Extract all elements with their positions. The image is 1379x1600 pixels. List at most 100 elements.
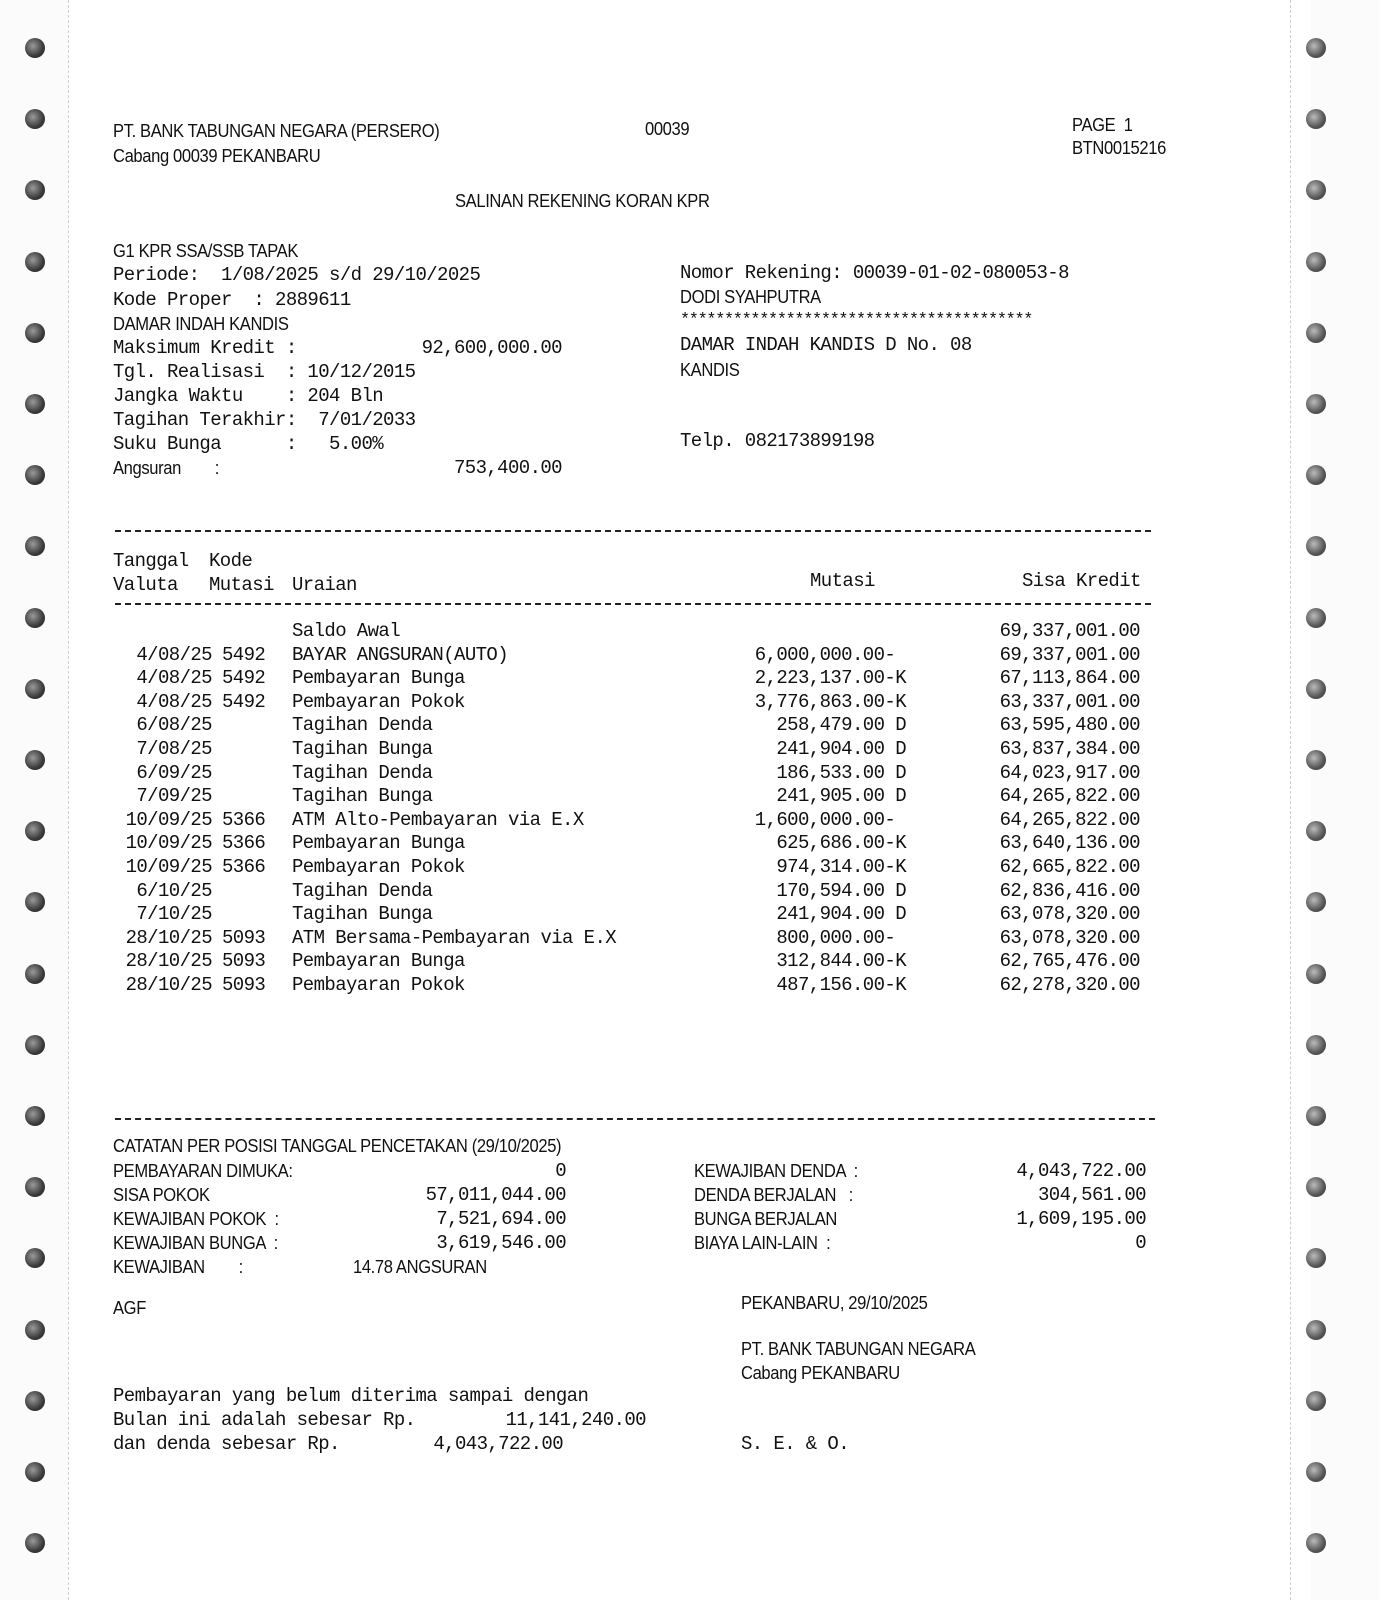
note-line-2-label: Bulan ini adalah sebesar Rp.: [113, 1409, 416, 1431]
jangka-waktu: Jangka Waktu : 204 Bln: [113, 385, 384, 407]
cell-date: 28/10/25: [125, 974, 213, 996]
biaya-lain-value: 0: [1135, 1232, 1146, 1254]
col-mutasi: Mutasi: [810, 570, 875, 592]
sprocket-hole-icon: [1306, 1106, 1326, 1126]
customer-name: DODI SYAHPUTRA: [680, 287, 821, 307]
cell-uraian: Pembayaran Bunga: [292, 667, 465, 690]
sprocket-hole-icon: [1306, 1462, 1326, 1482]
cell-mutasi: 3,776,863.00-K: [754, 690, 907, 713]
bank-name: PT. BANK TABUNGAN NEGARA (PERSERO): [113, 121, 440, 141]
sprocket-hole-icon: [1306, 821, 1326, 842]
pembayaran-dimuka-value: 0: [555, 1160, 566, 1182]
sprocket-hole-icon: [25, 536, 45, 557]
tgl-realisasi: Tgl. Realisasi : 10/12/2015: [113, 361, 416, 383]
angsuran-label: Angsuran :: [113, 458, 220, 478]
cell-sisa-kredit: 64,265,822.00: [999, 808, 1141, 831]
tagihan-terakhir: Tagihan Terakhir: 7/01/2033: [113, 409, 416, 431]
cell-mutasi: 800,000.00-: [776, 926, 906, 949]
cell-kode: 5366: [222, 808, 266, 831]
cell-date: 6/09/25: [136, 761, 212, 784]
signature-branch: Cabang PEKANBARU: [741, 1363, 900, 1383]
sprocket-hole-icon: [25, 1462, 45, 1482]
sprocket-hole-icon: [1306, 1533, 1326, 1554]
cell-sisa-kredit: 64,265,822.00: [999, 785, 1141, 808]
sprocket-hole-icon: [1306, 678, 1326, 699]
sprocket-hole-icon: [25, 1319, 45, 1340]
sprocket-hole-icon: [1306, 251, 1326, 272]
cell-mutasi: 6,000,000.00-: [754, 643, 906, 666]
page-number: PAGE 1: [1072, 115, 1133, 135]
sisa-pokok-label: SISA POKOK: [113, 1185, 210, 1205]
sprocket-hole-icon: [25, 465, 45, 486]
kewajiban-pokok-value: 7,521,694.00: [436, 1208, 566, 1230]
cell-kode: 5492: [222, 690, 266, 713]
cell-uraian: ATM Alto-Pembayaran via E.X: [292, 808, 584, 831]
note-line-2-value: 11,141,240.00: [505, 1409, 647, 1431]
cell-mutasi: 241,904.00 D: [776, 738, 906, 760]
sprocket-hole-icon: [1306, 1390, 1326, 1411]
kewajiban-pokok-label: KEWAJIBAN POKOK :: [113, 1209, 279, 1229]
col-tanggal: Tanggal: [113, 550, 189, 572]
cell-sisa-kredit: 67,113,864.00: [999, 667, 1141, 690]
sprocket-hole-icon: [1306, 963, 1326, 984]
cell-mutasi: 312,844.00-K: [776, 950, 906, 973]
cell-uraian: Pembayaran Pokok: [292, 690, 465, 713]
cell-sisa-kredit: 69,337,001.00: [999, 620, 1141, 642]
sprocket-hole-icon: [1306, 322, 1326, 343]
sprocket-hole-icon: [1306, 750, 1326, 770]
branch-name: Cabang 00039 PEKANBARU: [113, 146, 321, 166]
note-line-3-value: 4,043,722.00: [433, 1433, 563, 1455]
cell-mutasi: 258,479.00 D: [776, 714, 906, 737]
perforation-right: [1290, 0, 1291, 1600]
page-title: SALINAN REKENING KORAN KPR: [455, 191, 710, 211]
cell-uraian: Pembayaran Pokok: [292, 974, 465, 996]
cell-date: 10/09/25: [125, 856, 213, 878]
kewajiban-denda-label: KEWAJIBAN DENDA :: [694, 1161, 858, 1181]
cell-sisa-kredit: 64,023,917.00: [999, 761, 1141, 784]
sprocket-hole-icon: [1306, 1319, 1326, 1340]
statement-paper: [68, 0, 1311, 1600]
sprocket-hole-icon: [1306, 1248, 1326, 1269]
perforation-left: [68, 0, 69, 1600]
project: DAMAR INDAH KANDIS: [113, 314, 289, 334]
cell-uraian: Tagihan Bunga: [292, 738, 433, 760]
col-uraian: Uraian: [292, 574, 357, 596]
summary-title: CATATAN PER POSISI TANGGAL PENCETAKAN (2…: [113, 1136, 562, 1156]
cell-uraian: Tagihan Denda: [292, 879, 433, 902]
divider: [115, 603, 1151, 605]
cell-sisa-kredit: 62,765,476.00: [999, 950, 1141, 973]
divider: [115, 1118, 1155, 1120]
cell-date: 4/08/25: [136, 667, 212, 690]
cell-uraian: Tagihan Denda: [292, 761, 433, 784]
maks-kredit-value: 92,600,000.00: [421, 337, 563, 359]
cell-date: 7/08/25: [136, 738, 212, 760]
cell-kode: 5093: [222, 974, 266, 996]
sprocket-hole-icon: [25, 678, 45, 699]
cell-uraian: Pembayaran Pokok: [292, 856, 465, 878]
denda-berjalan-label: DENDA BERJALAN :: [694, 1185, 854, 1205]
sprocket-hole-icon: [1306, 180, 1326, 201]
col-kode: Kode: [209, 550, 253, 572]
place-date: PEKANBARU, 29/10/2025: [741, 1293, 928, 1313]
periode: Periode: 1/08/2025 s/d 29/10/2025: [113, 264, 481, 286]
operator-code: AGF: [113, 1298, 146, 1318]
sprocket-hole-icon: [25, 251, 45, 272]
cell-sisa-kredit: 62,278,320.00: [999, 974, 1141, 996]
seo-note: S. E. & O.: [741, 1433, 850, 1455]
cell-uraian: Pembayaran Bunga: [292, 950, 465, 973]
cell-mutasi: 2,223,137.00-K: [754, 667, 907, 690]
divider: [115, 530, 1151, 532]
kewajiban-bunga-value: 3,619,546.00: [436, 1232, 566, 1254]
cell-mutasi: 1,600,000.00-: [754, 808, 906, 831]
sprocket-hole-icon: [25, 892, 45, 913]
suku-bunga: Suku Bunga : 5.00%: [113, 433, 384, 455]
sprocket-hole-icon: [25, 750, 45, 770]
cell-date: 6/10/25: [136, 879, 212, 902]
cell-mutasi: 170,594.00 D: [776, 879, 906, 902]
signature-bank: PT. BANK TABUNGAN NEGARA: [741, 1339, 976, 1359]
cell-date: 4/08/25: [136, 643, 212, 666]
sprocket-hole-icon: [25, 1106, 45, 1126]
cell-sisa-kredit: 62,665,822.00: [999, 856, 1141, 878]
sprocket-hole-icon: [25, 1533, 45, 1554]
col-valuta: Valuta: [113, 574, 178, 596]
